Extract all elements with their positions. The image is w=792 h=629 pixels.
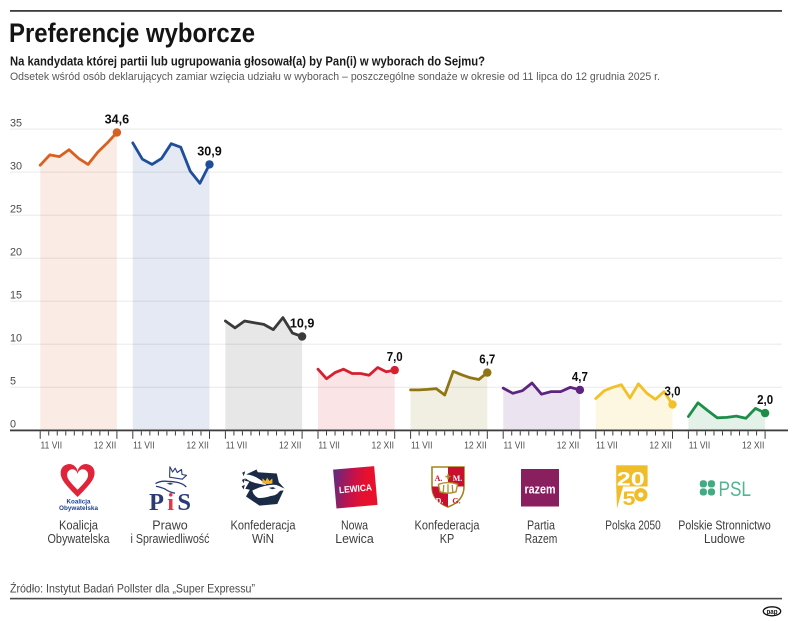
svg-text:Konfederacja: Konfederacja — [415, 519, 480, 533]
svg-text:0: 0 — [10, 419, 16, 431]
svg-text:15: 15 — [10, 290, 22, 302]
svg-text:30: 30 — [10, 161, 22, 173]
svg-text:5: 5 — [623, 488, 636, 510]
svg-text:PiS: PiS — [149, 489, 191, 516]
svg-text:Lewica: Lewica — [335, 532, 374, 546]
svg-text:30,9: 30,9 — [197, 144, 222, 158]
svg-text:Nowa: Nowa — [341, 519, 368, 533]
svg-text:Ludowe: Ludowe — [704, 532, 745, 546]
svg-text:11 VII: 11 VII — [596, 440, 618, 451]
svg-text:12 XII: 12 XII — [464, 440, 487, 451]
svg-text:D.: D. — [436, 497, 444, 506]
svg-text:Polskie Stronnictwo: Polskie Stronnictwo — [678, 519, 771, 533]
svg-text:pap: pap — [767, 609, 778, 616]
svg-text:Koalicja: Koalicja — [59, 519, 98, 533]
svg-text:KP: KP — [440, 532, 455, 546]
svg-text:Polska 2050: Polska 2050 — [605, 519, 661, 533]
svg-text:5: 5 — [10, 376, 16, 388]
svg-text:20: 20 — [10, 247, 22, 259]
svg-text:12 XII: 12 XII — [372, 440, 395, 451]
svg-text:11 VII: 11 VII — [689, 440, 711, 451]
svg-text:11 VII: 11 VII — [133, 440, 155, 451]
svg-text:11 VII: 11 VII — [504, 440, 526, 451]
svg-text:12 XII: 12 XII — [649, 440, 672, 451]
svg-text:11 VII: 11 VII — [318, 440, 340, 451]
svg-text:35: 35 — [10, 118, 22, 130]
svg-text:3,0: 3,0 — [665, 385, 681, 399]
svg-text:12 XII: 12 XII — [557, 440, 580, 451]
svg-text:Preferencje wyborcze: Preferencje wyborcze — [9, 18, 255, 48]
svg-text:4,7: 4,7 — [572, 370, 588, 384]
svg-text:Obywatelska: Obywatelska — [48, 532, 110, 546]
svg-text:12 XII: 12 XII — [94, 440, 117, 451]
svg-text:Koalicja: Koalicja — [67, 499, 91, 506]
svg-text:Obywatelska: Obywatelska — [59, 505, 98, 512]
svg-text:12 XII: 12 XII — [279, 440, 302, 451]
svg-text:i Sprawiedliwość: i Sprawiedliwość — [131, 532, 210, 546]
svg-text:2,0: 2,0 — [757, 393, 773, 407]
svg-text:34,6: 34,6 — [105, 113, 130, 127]
svg-text:11 VII: 11 VII — [41, 440, 63, 451]
svg-text:Razem: Razem — [525, 532, 558, 546]
svg-text:Konfederacja: Konfederacja — [231, 519, 296, 533]
svg-text:25: 25 — [10, 204, 22, 216]
svg-text:11 VII: 11 VII — [226, 440, 248, 451]
svg-text:10: 10 — [10, 333, 22, 345]
svg-text:10,9: 10,9 — [290, 317, 315, 331]
svg-text:PSL: PSL — [719, 478, 752, 501]
svg-text:Na kandydata której partii lub: Na kandydata której partii lub ugrupowan… — [10, 55, 485, 69]
svg-text:razem: razem — [525, 482, 556, 497]
svg-text:M.: M. — [453, 474, 463, 483]
svg-text:12 XII: 12 XII — [742, 440, 765, 451]
svg-text:Odsetek wśród osób deklarujący: Odsetek wśród osób deklarujących zamiar … — [10, 71, 660, 83]
svg-text:Partia: Partia — [527, 519, 555, 533]
svg-text:7,0: 7,0 — [387, 350, 403, 364]
svg-text:6,7: 6,7 — [479, 353, 495, 367]
svg-text:20: 20 — [617, 468, 645, 490]
svg-text:WiN: WiN — [252, 532, 274, 546]
svg-text:Prawo: Prawo — [152, 519, 188, 533]
svg-text:11 VII: 11 VII — [411, 440, 433, 451]
svg-text:A.: A. — [435, 474, 443, 483]
svg-text:LEWICA: LEWICA — [339, 482, 373, 495]
svg-text:Źródło: Instytut Badań Pollste: Źródło: Instytut Badań Pollster dla „Sup… — [10, 582, 255, 596]
svg-text:G.: G. — [452, 497, 460, 506]
svg-text:12 XII: 12 XII — [186, 440, 209, 451]
